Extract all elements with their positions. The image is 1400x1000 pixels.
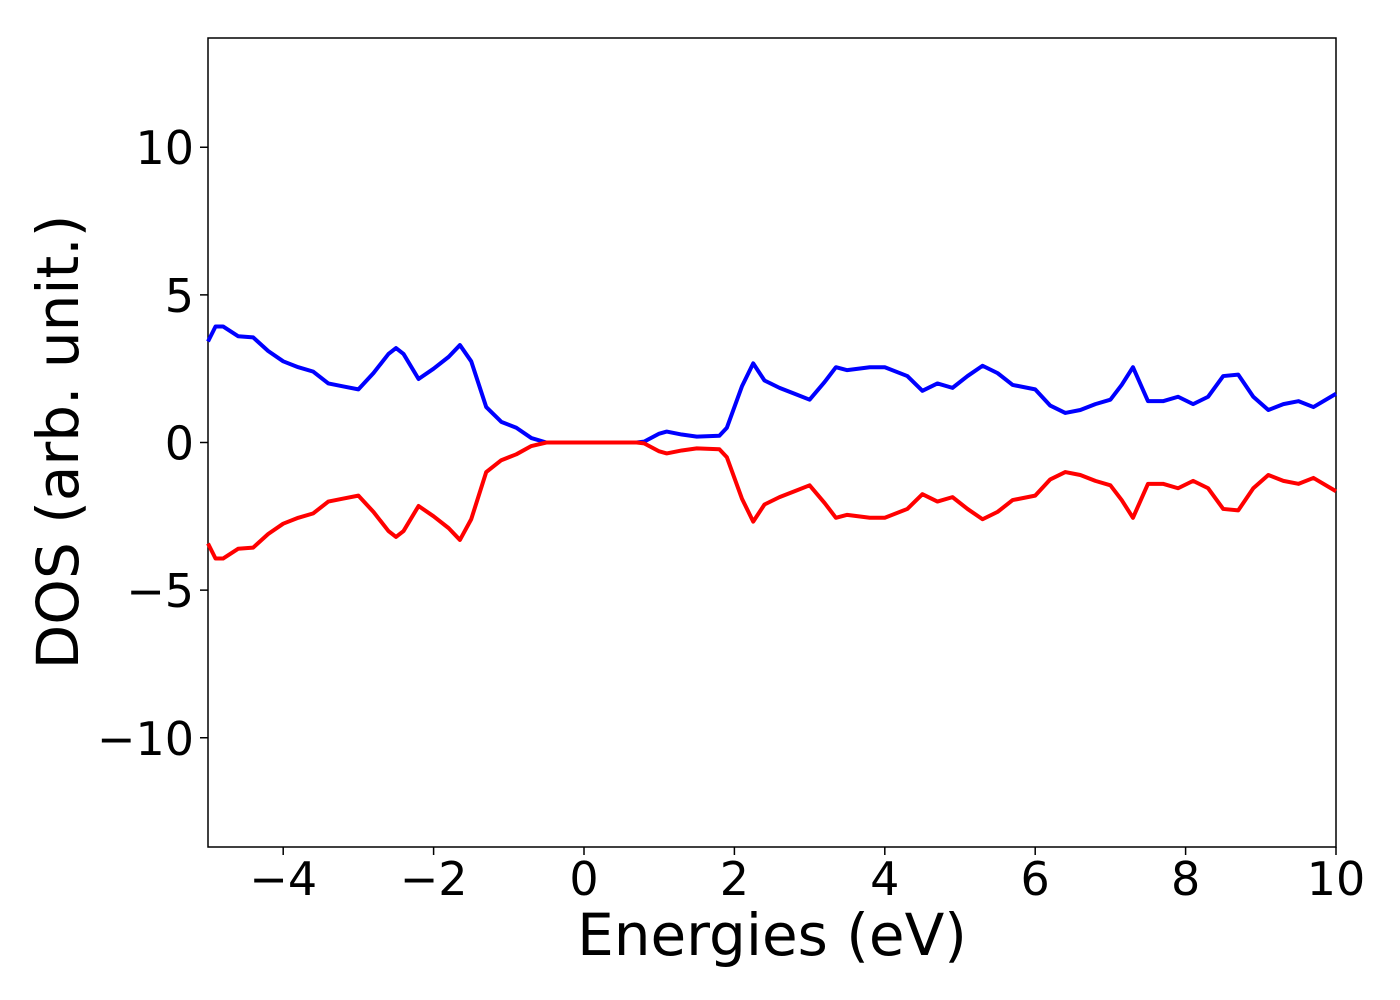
x-axis-label: Energies (eV) [577,901,967,969]
dos-line [206,324,1338,445]
y-tick-label: −5 [126,564,194,618]
plot-frame [207,37,1337,848]
x-tick-label: 6 [1021,852,1050,906]
y-tick-label: 0 [165,417,194,471]
x-tick-label: 4 [870,852,899,906]
x-tick-label: 10 [1307,852,1366,906]
x-tick-label: −4 [249,852,317,906]
x-tick-label: 0 [569,852,598,906]
x-tick-label: −2 [400,852,468,906]
y-tick-label: 5 [165,269,194,323]
y-tick-label: 10 [135,121,194,175]
x-tick-label: 2 [720,852,749,906]
y-tick-label: −10 [97,712,194,766]
dos-line [206,440,1338,561]
x-tick-label: 8 [1171,852,1200,906]
y-axis-label: DOS (arb. unit.) [24,215,92,670]
